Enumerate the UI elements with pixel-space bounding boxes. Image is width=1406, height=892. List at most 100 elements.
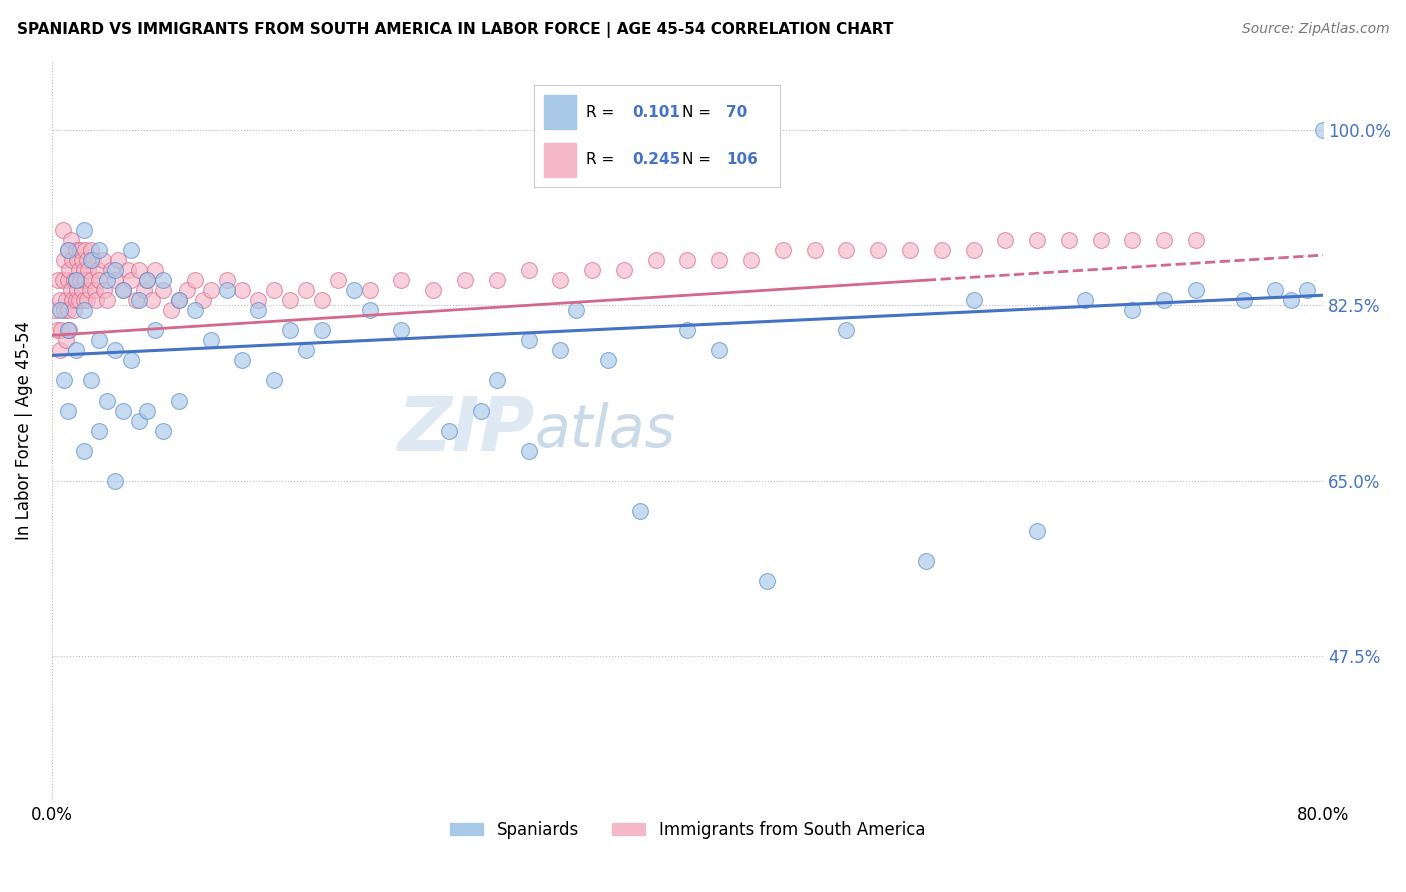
Point: [89, 243, 111, 257]
Point: [868, 243, 890, 257]
Point: [51, 323, 73, 337]
Point: [1264, 283, 1286, 297]
Point: [295, 283, 318, 297]
Point: [152, 283, 174, 297]
Text: N =: N =: [682, 105, 716, 120]
Point: [96, 293, 118, 308]
Text: atlas: atlas: [534, 402, 676, 459]
Point: [143, 323, 166, 337]
Point: [48, 293, 70, 308]
Point: [120, 243, 142, 257]
Point: [278, 293, 301, 308]
Point: [120, 353, 142, 368]
Point: [1233, 293, 1256, 308]
Point: [835, 243, 858, 257]
Point: [128, 263, 150, 277]
Point: [112, 283, 135, 297]
Text: 0.101: 0.101: [633, 105, 681, 120]
Point: [89, 273, 111, 287]
Point: [112, 283, 135, 297]
Text: R =: R =: [586, 153, 619, 167]
Point: [709, 343, 731, 358]
Point: [46, 273, 69, 287]
Text: 106: 106: [725, 153, 758, 167]
Point: [48, 303, 70, 318]
Point: [76, 253, 98, 268]
Point: [1090, 233, 1112, 247]
Point: [62, 253, 84, 268]
Point: [215, 273, 238, 287]
Point: [75, 273, 97, 287]
Point: [263, 374, 285, 388]
Point: [676, 323, 699, 337]
Point: [803, 243, 825, 257]
Point: [53, 253, 76, 268]
Point: [56, 243, 79, 257]
Point: [740, 253, 762, 268]
Point: [77, 263, 100, 277]
Point: [485, 273, 508, 287]
Text: SPANIARD VS IMMIGRANTS FROM SOUTH AMERICA IN LABOR FORCE | AGE 45-54 CORRELATION: SPANIARD VS IMMIGRANTS FROM SOUTH AMERIC…: [17, 22, 893, 38]
Point: [52, 273, 75, 287]
Point: [962, 243, 984, 257]
Point: [79, 283, 101, 297]
Point: [125, 293, 148, 308]
Point: [58, 323, 80, 337]
Point: [1026, 233, 1049, 247]
Point: [59, 233, 82, 247]
Point: [184, 303, 207, 318]
Point: [56, 273, 79, 287]
Point: [52, 223, 75, 237]
Point: [914, 554, 936, 568]
Point: [143, 263, 166, 277]
Point: [772, 243, 794, 257]
Point: [72, 443, 94, 458]
Point: [70, 253, 93, 268]
Point: [1185, 283, 1208, 297]
Point: [437, 424, 460, 438]
Point: [1185, 233, 1208, 247]
Point: [89, 334, 111, 348]
Point: [65, 273, 87, 287]
Point: [65, 243, 87, 257]
Point: [91, 253, 114, 268]
Point: [56, 323, 79, 337]
Point: [152, 273, 174, 287]
Point: [200, 283, 222, 297]
Point: [141, 293, 163, 308]
Point: [278, 323, 301, 337]
Point: [89, 424, 111, 438]
Point: [485, 374, 508, 388]
Point: [359, 303, 381, 318]
Point: [100, 263, 122, 277]
Point: [994, 233, 1017, 247]
Point: [56, 243, 79, 257]
Point: [69, 243, 91, 257]
Point: [755, 574, 778, 588]
Point: [72, 263, 94, 277]
Point: [80, 374, 103, 388]
Point: [120, 273, 142, 287]
Point: [200, 334, 222, 348]
Point: [136, 273, 159, 287]
Point: [80, 253, 103, 268]
Point: [136, 403, 159, 417]
Point: [581, 263, 603, 277]
Point: [517, 263, 540, 277]
Point: [72, 303, 94, 318]
Legend: Spaniards, Immigrants from South America: Spaniards, Immigrants from South America: [443, 814, 932, 846]
Point: [596, 353, 619, 368]
Point: [128, 413, 150, 427]
Point: [326, 273, 349, 287]
Point: [835, 323, 858, 337]
Point: [389, 273, 412, 287]
Point: [87, 263, 110, 277]
Point: [63, 273, 86, 287]
Point: [72, 223, 94, 237]
Point: [184, 273, 207, 287]
Point: [83, 283, 105, 297]
Point: [176, 283, 198, 297]
Point: [1121, 303, 1143, 318]
Point: [247, 293, 270, 308]
Point: [67, 293, 90, 308]
